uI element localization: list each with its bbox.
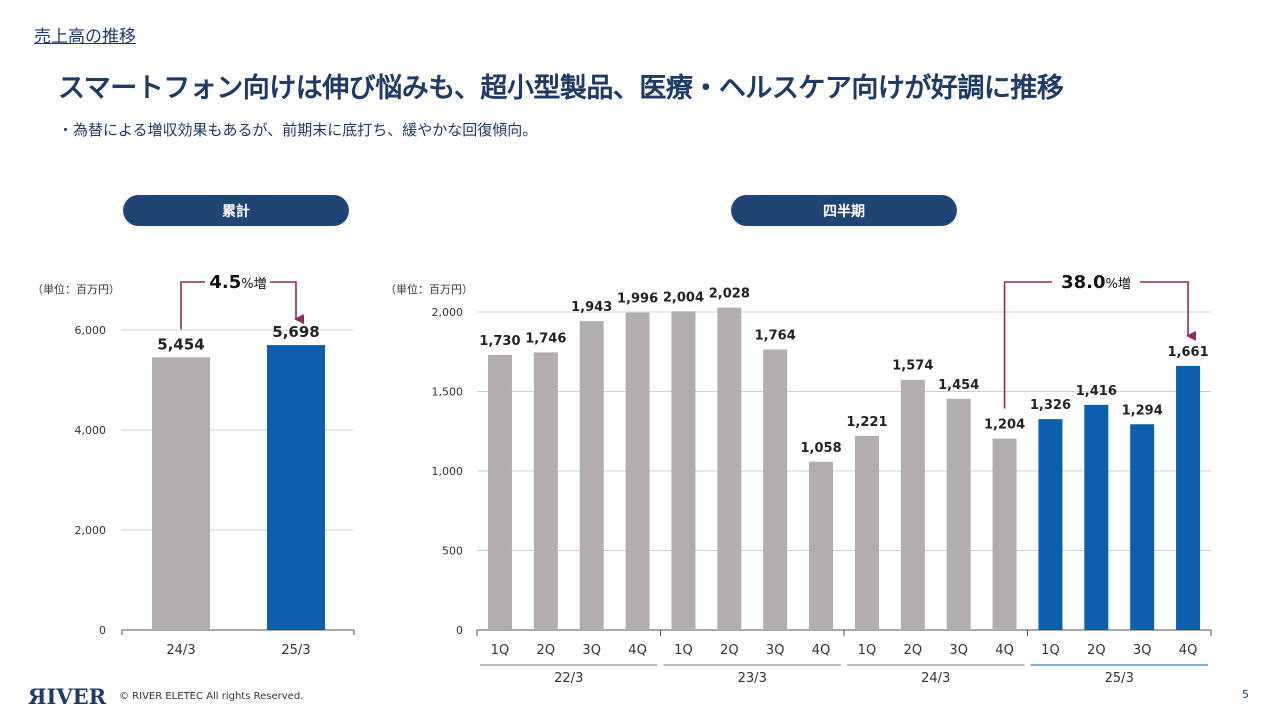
bar-25-3-4Q	[1176, 365, 1201, 630]
y-tick-label: 500	[442, 545, 463, 558]
y-tick-label: 2,000	[75, 524, 107, 537]
x-tick-label: 2Q	[537, 643, 556, 658]
data-label: 1,996	[617, 292, 658, 307]
page-title: スマートフォン向けは伸び悩みも、超小型製品、医療・ヘルスケア向けが好調に推移	[58, 73, 1064, 104]
data-label: 1,574	[892, 359, 933, 374]
page-number: 5	[1242, 688, 1249, 701]
data-label: 5,698	[272, 323, 319, 341]
x-tick-label: 25/3	[281, 643, 310, 658]
data-label: 1,746	[525, 331, 566, 346]
x-tick-label: 4Q	[812, 643, 831, 658]
quarterly-chart: 0 500 1,000 1,500 2,000 1,730 1Q 1,746 2Q 1,943 3Q…	[432, 272, 1212, 686]
bar-25-3-1Q	[1038, 419, 1063, 630]
bar-25-3-3Q	[1130, 424, 1155, 630]
data-label: 1,454	[938, 378, 979, 393]
x-tick-label: 4Q	[628, 643, 647, 658]
data-label: 1,661	[1168, 345, 1209, 360]
data-label: 1,221	[846, 415, 887, 430]
growth-arrow-left	[180, 281, 205, 330]
bar-25-3-2Q	[1084, 404, 1109, 630]
bar-23-3-3Q	[763, 349, 788, 630]
bar-22-3-1Q	[487, 354, 512, 630]
x-tick-label: 2Q	[904, 643, 923, 658]
y-tick-label: 4,000	[75, 424, 107, 437]
group-label: 24/3	[921, 671, 950, 686]
quarterly-unit-label: （単位：百万円）	[385, 283, 473, 296]
growth-arrow-right	[270, 281, 304, 325]
growth-label: 4.5%増	[209, 272, 266, 293]
group-label: 25/3	[1105, 671, 1134, 686]
x-tick-label: 3Q	[1133, 643, 1152, 658]
x-tick-label: 3Q	[766, 643, 785, 658]
y-tick-label: 2,000	[432, 306, 464, 319]
y-tick-label: 6,000	[75, 324, 107, 337]
bar-22-3-4Q	[625, 312, 650, 630]
data-label: 1,943	[571, 300, 612, 315]
group-label: 22/3	[554, 671, 583, 686]
y-tick-label: 0	[99, 624, 106, 637]
bar-24-3-1Q	[854, 435, 879, 630]
x-tick-label: 2Q	[1087, 643, 1106, 658]
page-subtitle: ・為替による増収効果もあるが、前期末に底打ち、緩やかな回復傾向。	[58, 121, 538, 139]
bar-24-3-4Q	[992, 438, 1017, 630]
growth-arrow-right	[1140, 281, 1197, 341]
growth-arrow-left	[1003, 281, 1052, 409]
x-tick-label: 3Q	[949, 643, 968, 658]
y-tick-label: 1,500	[432, 386, 464, 399]
x-tick-label: 1Q	[491, 643, 510, 658]
cumulative-chart: 0 2,000 4,000 6,000 5,454 24/3 5,698 25/3 4.5%増	[75, 272, 355, 658]
x-tick-label: 4Q	[1179, 643, 1198, 658]
data-label: 1,416	[1076, 384, 1117, 399]
x-tick-label: 4Q	[995, 643, 1014, 658]
data-label: 2,028	[709, 287, 750, 302]
river-logo: ЯIVER	[28, 684, 107, 709]
x-tick-label: 2Q	[720, 643, 739, 658]
x-tick-label: 1Q	[858, 643, 877, 658]
x-tick-label: 1Q	[1041, 643, 1060, 658]
bar-23-3-2Q	[717, 307, 742, 630]
data-label: 1,326	[1030, 398, 1071, 413]
cumulative-unit-label: （単位：百万円）	[32, 283, 120, 296]
growth-label: 38.0%増	[1061, 272, 1131, 293]
bar-25-3	[267, 345, 325, 630]
data-label: 1,058	[801, 441, 842, 456]
data-label: 1,764	[755, 329, 796, 344]
bar-24-3	[152, 357, 210, 630]
cumulative-panel-label: 累計	[123, 195, 349, 226]
x-tick-label: 3Q	[582, 643, 601, 658]
breadcrumb[interactable]: 売上高の推移	[34, 27, 136, 47]
x-tick-label: 1Q	[674, 643, 693, 658]
quarterly-panel-label: 四半期	[731, 195, 957, 226]
y-tick-label: 0	[456, 624, 463, 637]
bar-24-3-2Q	[900, 379, 925, 630]
data-label: 1,204	[984, 418, 1025, 433]
bar-22-3-3Q	[579, 321, 604, 630]
data-label: 2,004	[663, 290, 704, 305]
y-tick-label: 1,000	[432, 465, 464, 478]
bar-24-3-3Q	[946, 398, 971, 630]
group-label: 23/3	[738, 671, 767, 686]
copyright: © RIVER ELETEC All rights Reserved.	[119, 691, 304, 702]
data-label: 1,730	[479, 334, 520, 349]
bar-22-3-2Q	[533, 352, 558, 630]
data-label: 1,294	[1122, 403, 1163, 418]
bar-23-3-4Q	[809, 461, 834, 630]
data-label: 5,454	[157, 335, 204, 353]
x-tick-label: 24/3	[166, 643, 195, 658]
bar-23-3-1Q	[671, 311, 696, 630]
